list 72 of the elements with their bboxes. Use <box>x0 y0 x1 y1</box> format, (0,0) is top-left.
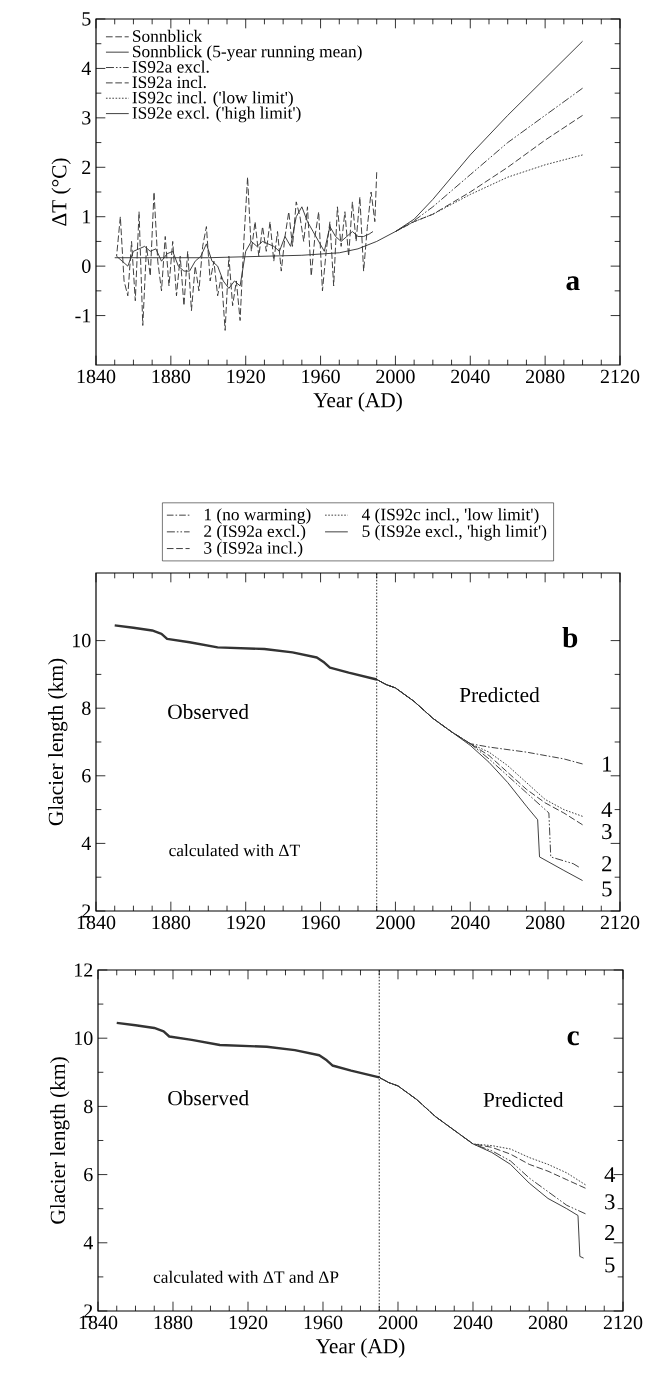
x-tick-label: 2040 <box>451 369 490 384</box>
y-tick-label: 4 <box>83 1236 93 1250</box>
annotation: 5 <box>605 1257 615 1273</box>
annotation: calculated with ΔT <box>169 844 300 857</box>
y-tick-label: 5 <box>82 12 91 26</box>
x-tick-label: 2000 <box>378 1315 418 1330</box>
y-tick-label: 6 <box>84 1167 93 1182</box>
x-tick-label: 2120 <box>600 915 640 930</box>
annotation: 2 <box>605 1225 615 1241</box>
annotation: 3 <box>602 823 612 840</box>
y-tick-label: 2 <box>82 160 91 174</box>
x-tick-label: 1880 <box>152 369 191 384</box>
y-axis-title: ΔT (°C) <box>51 158 71 226</box>
y-tick-label: 8 <box>84 1099 93 1114</box>
x-tick-label: 1920 <box>229 1315 268 1330</box>
annotation: 3 <box>605 1194 615 1210</box>
legend-label: IS92c incl. ('low limit') <box>132 91 293 107</box>
annotation: Predicted <box>459 687 540 703</box>
x-tick-label: 2040 <box>451 915 490 930</box>
y-tick-label: 6 <box>82 769 91 783</box>
x-tick-label: 2120 <box>600 369 640 384</box>
x-tick-label: 2080 <box>526 369 565 384</box>
x-tick-label: 2080 <box>528 1315 568 1330</box>
annotation: 4 <box>601 802 613 818</box>
legend-label: 4 (IS92c incl., 'low limit') <box>361 508 539 524</box>
x-tick-label: 2080 <box>526 915 565 930</box>
legend-label: IS92a excl. <box>132 60 209 73</box>
x-tick-label: 1840 <box>77 369 116 384</box>
y-tick-label: 4 <box>81 836 91 850</box>
y-tick-label: -1 <box>75 308 91 323</box>
y-tick-label: 10 <box>75 1031 93 1045</box>
x-tick-label: 1880 <box>154 1315 193 1330</box>
legend-label: IS92e excl. ('high limit') <box>132 106 301 123</box>
x-tick-label: 1920 <box>227 915 265 930</box>
legend-label: 1 (no warming) <box>204 508 311 524</box>
x-tick-label: 1880 <box>152 915 191 930</box>
x-tick-label: 2040 <box>453 1315 493 1330</box>
y-tick-label: 10 <box>73 633 91 648</box>
annotation: 4 <box>604 1167 616 1183</box>
legend-label: IS92a incl. <box>132 75 206 89</box>
x-tick-label: 2000 <box>376 915 415 930</box>
annotation: a <box>566 276 580 291</box>
legend-label: 3 (IS92a incl.) <box>204 541 303 558</box>
annotation: 1 <box>603 756 612 772</box>
x-tick-label: 1960 <box>302 369 340 384</box>
y-tick-label: 8 <box>82 701 91 715</box>
annotation: Observed <box>168 1090 249 1106</box>
annotation: c <box>567 1031 579 1046</box>
y-axis-title: Glacier length (km) <box>48 658 68 826</box>
y-tick-label: 4 <box>81 61 91 76</box>
y-tick-label: 12 <box>75 963 93 977</box>
legend-label: Sonnblick <box>133 29 203 42</box>
legend-label: 2 (IS92a excl.) <box>204 524 306 541</box>
annotation: calculated with ΔT and ΔP <box>153 1270 339 1283</box>
y-tick-label: 3 <box>82 111 91 125</box>
annotation: 2 <box>602 856 612 872</box>
annotation: Predicted <box>483 1092 564 1108</box>
x-tick-label: 2120 <box>603 1315 643 1330</box>
x-tick-label: 2000 <box>376 369 415 384</box>
legend-label: 5 (IS92e excl., 'high limit') <box>362 524 547 541</box>
annotation: 5 <box>602 881 612 897</box>
x-tick-label: 1920 <box>227 369 265 384</box>
y-tick-label: 1 <box>83 210 91 224</box>
annotation: b <box>562 626 578 648</box>
x-tick-label: 1960 <box>304 1315 343 1330</box>
y-tick-label: 0 <box>82 259 91 273</box>
x-axis-title: Year (AD) <box>313 392 402 412</box>
x-tick-label: 1960 <box>302 915 340 930</box>
legend-label: Sonnblick (5-year running mean) <box>133 45 362 61</box>
annotation: Observed <box>168 704 249 720</box>
x-axis-title: Year (AD) <box>315 1338 405 1358</box>
y-axis-title: Glacier length (km) <box>50 1057 70 1224</box>
